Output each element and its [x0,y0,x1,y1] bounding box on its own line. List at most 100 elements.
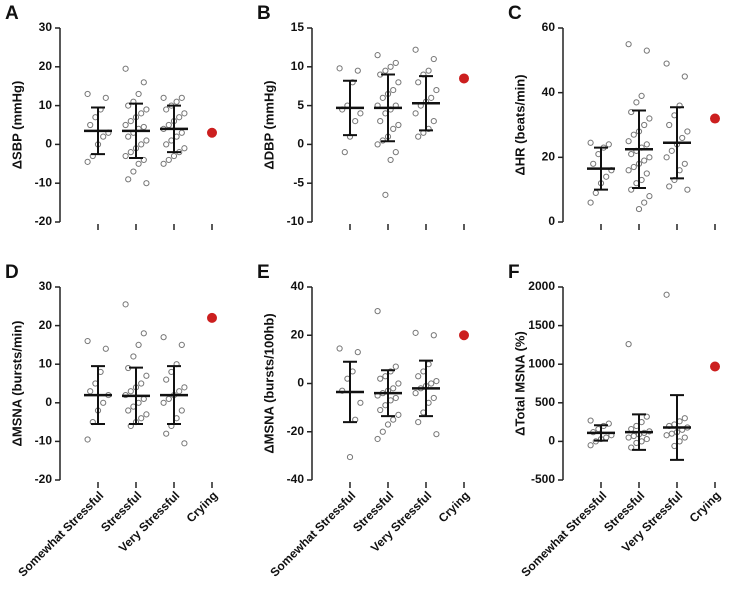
data-point [415,133,422,140]
data-point [643,47,650,54]
data-point [603,434,610,441]
data-point [643,141,650,148]
data-point [346,453,354,461]
data-point [625,167,632,174]
y-tick-label: -40 [287,472,305,486]
data-point [140,79,147,86]
data-point [176,388,183,395]
data-point [387,156,394,164]
panel-letter: C [508,3,522,24]
data-point [84,436,91,443]
data-point [173,98,180,105]
data-point [140,395,147,403]
data-point [428,380,435,387]
data-point [646,115,653,122]
data-point [459,330,469,341]
panel-letter: E [257,262,270,283]
data-point [357,399,364,406]
data-point [207,127,217,138]
data-point [684,128,691,135]
data-point [459,73,469,84]
data-point [681,73,688,80]
data-point [102,94,109,101]
data-point [143,106,150,113]
data-point [178,407,185,414]
data-point [143,180,150,187]
data-point [415,373,422,380]
y-tick-label: 0 [548,434,555,448]
data-point [635,205,643,213]
data-point [165,121,172,129]
data-point [433,377,440,385]
y-tick-label: -20 [35,214,53,228]
data-point [87,388,94,395]
y-tick-label: 20 [542,150,556,164]
data-point [163,430,170,437]
panel-letter: B [257,3,271,24]
x-tick-label: Crying [184,488,221,525]
data-point [138,141,145,148]
data-point [352,118,359,125]
data-point [641,157,648,164]
data-point [122,301,129,308]
y-tick-label: -20 [35,472,53,486]
data-point [170,152,178,160]
y-tick-label: 40 [542,85,556,99]
panel-letter: D [5,262,19,283]
y-tick-label: 0 [548,214,555,228]
data-point [679,134,686,142]
data-point [428,94,435,101]
data-point [684,186,691,193]
y-tick-label: -20 [287,424,305,438]
data-point [390,125,397,132]
data-point [143,372,150,379]
data-point [336,65,343,72]
data-point [138,415,145,422]
data-point [354,349,361,356]
y-axis-label: ΔSBP (mmHg) [9,81,24,170]
y-tick-label: 1000 [528,356,555,370]
data-point [127,388,134,395]
data-point [641,121,648,129]
data-point [395,121,402,129]
x-tick-label: Somewhat Stressful [518,488,609,579]
data-point [100,133,107,140]
data-point [592,189,599,196]
data-point [181,110,188,117]
data-point [663,432,670,439]
data-point [127,149,134,156]
data-point [163,106,170,113]
data-point [412,329,419,336]
data-point [374,435,381,443]
data-point [357,110,364,117]
data-point [587,417,594,424]
data-point [165,156,172,164]
data-point [433,86,440,94]
data-point [710,361,720,372]
data-point [638,92,645,100]
x-tick-label: Crying [687,488,724,525]
y-tick-label: 30 [39,279,53,293]
data-point [392,363,399,370]
data-point [176,114,183,121]
data-point [630,163,637,171]
data-point [663,60,670,67]
data-point [138,380,145,387]
data-point [630,432,637,440]
x-tick-label: Somewhat Stressful [267,488,358,579]
data-point [587,139,594,146]
data-point [425,67,432,74]
y-tick-label: 0 [297,137,304,151]
data-point [390,385,397,392]
data-point [587,199,594,206]
y-tick-label: -10 [35,434,53,448]
data-point [127,118,134,125]
data-point [163,376,170,383]
data-point [412,390,419,397]
y-tick-label: 10 [39,356,53,370]
data-point [646,154,653,161]
data-point [390,86,397,94]
data-point [165,395,172,403]
data-point [181,440,188,447]
y-tick-label: 10 [39,98,53,112]
